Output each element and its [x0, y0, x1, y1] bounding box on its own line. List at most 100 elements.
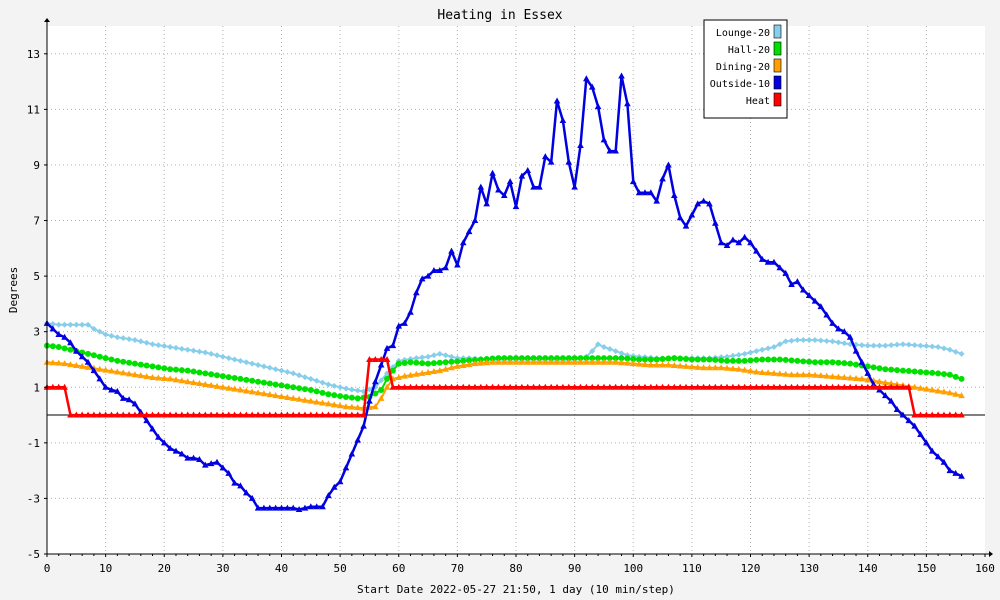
x-tick-label: 150	[916, 562, 936, 575]
data-point	[325, 492, 332, 499]
data-point	[952, 411, 959, 418]
x-tick-label: 110	[682, 562, 702, 575]
data-point	[137, 411, 145, 418]
data-point	[260, 411, 268, 418]
data-point	[354, 404, 362, 411]
data-point	[342, 411, 350, 418]
data-point	[108, 411, 115, 418]
data-point	[823, 337, 830, 344]
data-point	[548, 355, 555, 362]
data-point	[894, 367, 901, 374]
data-point	[794, 278, 801, 285]
data-point	[905, 383, 913, 390]
data-point	[940, 411, 948, 418]
data-point	[272, 392, 279, 399]
data-point	[49, 383, 57, 390]
data-point	[61, 383, 68, 390]
data-point	[653, 383, 660, 390]
data-point	[682, 362, 690, 369]
data-point	[917, 368, 924, 375]
data-point	[765, 356, 772, 363]
data-point	[418, 383, 426, 390]
data-point	[718, 357, 725, 364]
data-point	[290, 370, 297, 377]
data-point	[430, 267, 438, 274]
data-point	[231, 375, 238, 381]
data-point	[858, 383, 866, 390]
data-point	[905, 341, 912, 348]
data-point	[424, 383, 432, 390]
data-point	[700, 383, 707, 390]
data-point	[794, 371, 801, 378]
legend-swatch-outside-10	[773, 75, 782, 90]
data-point	[899, 367, 906, 374]
data-point	[284, 393, 291, 400]
data-point	[330, 401, 338, 408]
data-point	[659, 383, 666, 390]
data-point	[477, 359, 485, 366]
data-point	[465, 361, 473, 368]
data-point	[676, 362, 684, 369]
data-point	[219, 383, 227, 390]
data-point	[78, 362, 86, 369]
data-point	[360, 411, 367, 418]
data-point	[243, 359, 250, 366]
data-point	[958, 375, 965, 382]
data-point	[342, 464, 350, 471]
data-point	[90, 411, 98, 418]
data-point	[255, 362, 262, 369]
data-point	[201, 411, 209, 418]
data-point	[794, 383, 801, 390]
data-point	[354, 436, 362, 443]
data-point	[401, 383, 408, 390]
legend-label-hall-20: Hall-20	[728, 45, 770, 56]
data-point	[108, 386, 115, 393]
data-point	[518, 355, 525, 362]
data-point	[712, 219, 719, 226]
data-point	[126, 359, 133, 366]
data-point	[85, 350, 92, 357]
data-point	[629, 178, 637, 185]
data-point	[770, 258, 778, 265]
data-point	[383, 355, 391, 362]
data-point	[266, 504, 274, 511]
data-point	[454, 362, 461, 369]
data-point	[841, 340, 848, 347]
data-point	[923, 343, 930, 350]
data-point	[442, 383, 449, 390]
data-point	[765, 345, 772, 352]
data-point	[266, 380, 273, 387]
series-outside-10	[43, 72, 965, 513]
data-point	[817, 337, 824, 344]
data-point	[166, 411, 174, 418]
data-point	[131, 360, 138, 367]
data-point	[700, 364, 707, 371]
data-point	[407, 371, 414, 378]
data-point	[600, 343, 607, 350]
data-point	[647, 189, 655, 196]
data-point	[214, 372, 221, 379]
data-point	[577, 355, 584, 362]
data-point	[741, 366, 748, 373]
data-point	[178, 377, 186, 384]
data-point	[67, 346, 74, 353]
data-point	[518, 383, 526, 390]
data-point	[682, 222, 690, 229]
data-point	[952, 348, 959, 355]
data-point	[782, 356, 789, 363]
data-point	[506, 383, 514, 390]
data-point	[307, 387, 314, 394]
data-point	[120, 358, 127, 365]
data-point	[554, 355, 561, 362]
data-point	[811, 359, 818, 366]
data-point	[501, 355, 508, 362]
data-point	[108, 332, 115, 339]
data-point	[190, 411, 197, 418]
data-point	[196, 369, 203, 376]
data-point	[325, 381, 332, 388]
y-tick-label: 1	[33, 381, 40, 394]
data-point	[495, 383, 502, 390]
data-point	[894, 341, 901, 348]
data-point	[78, 411, 86, 418]
data-point	[817, 372, 825, 379]
